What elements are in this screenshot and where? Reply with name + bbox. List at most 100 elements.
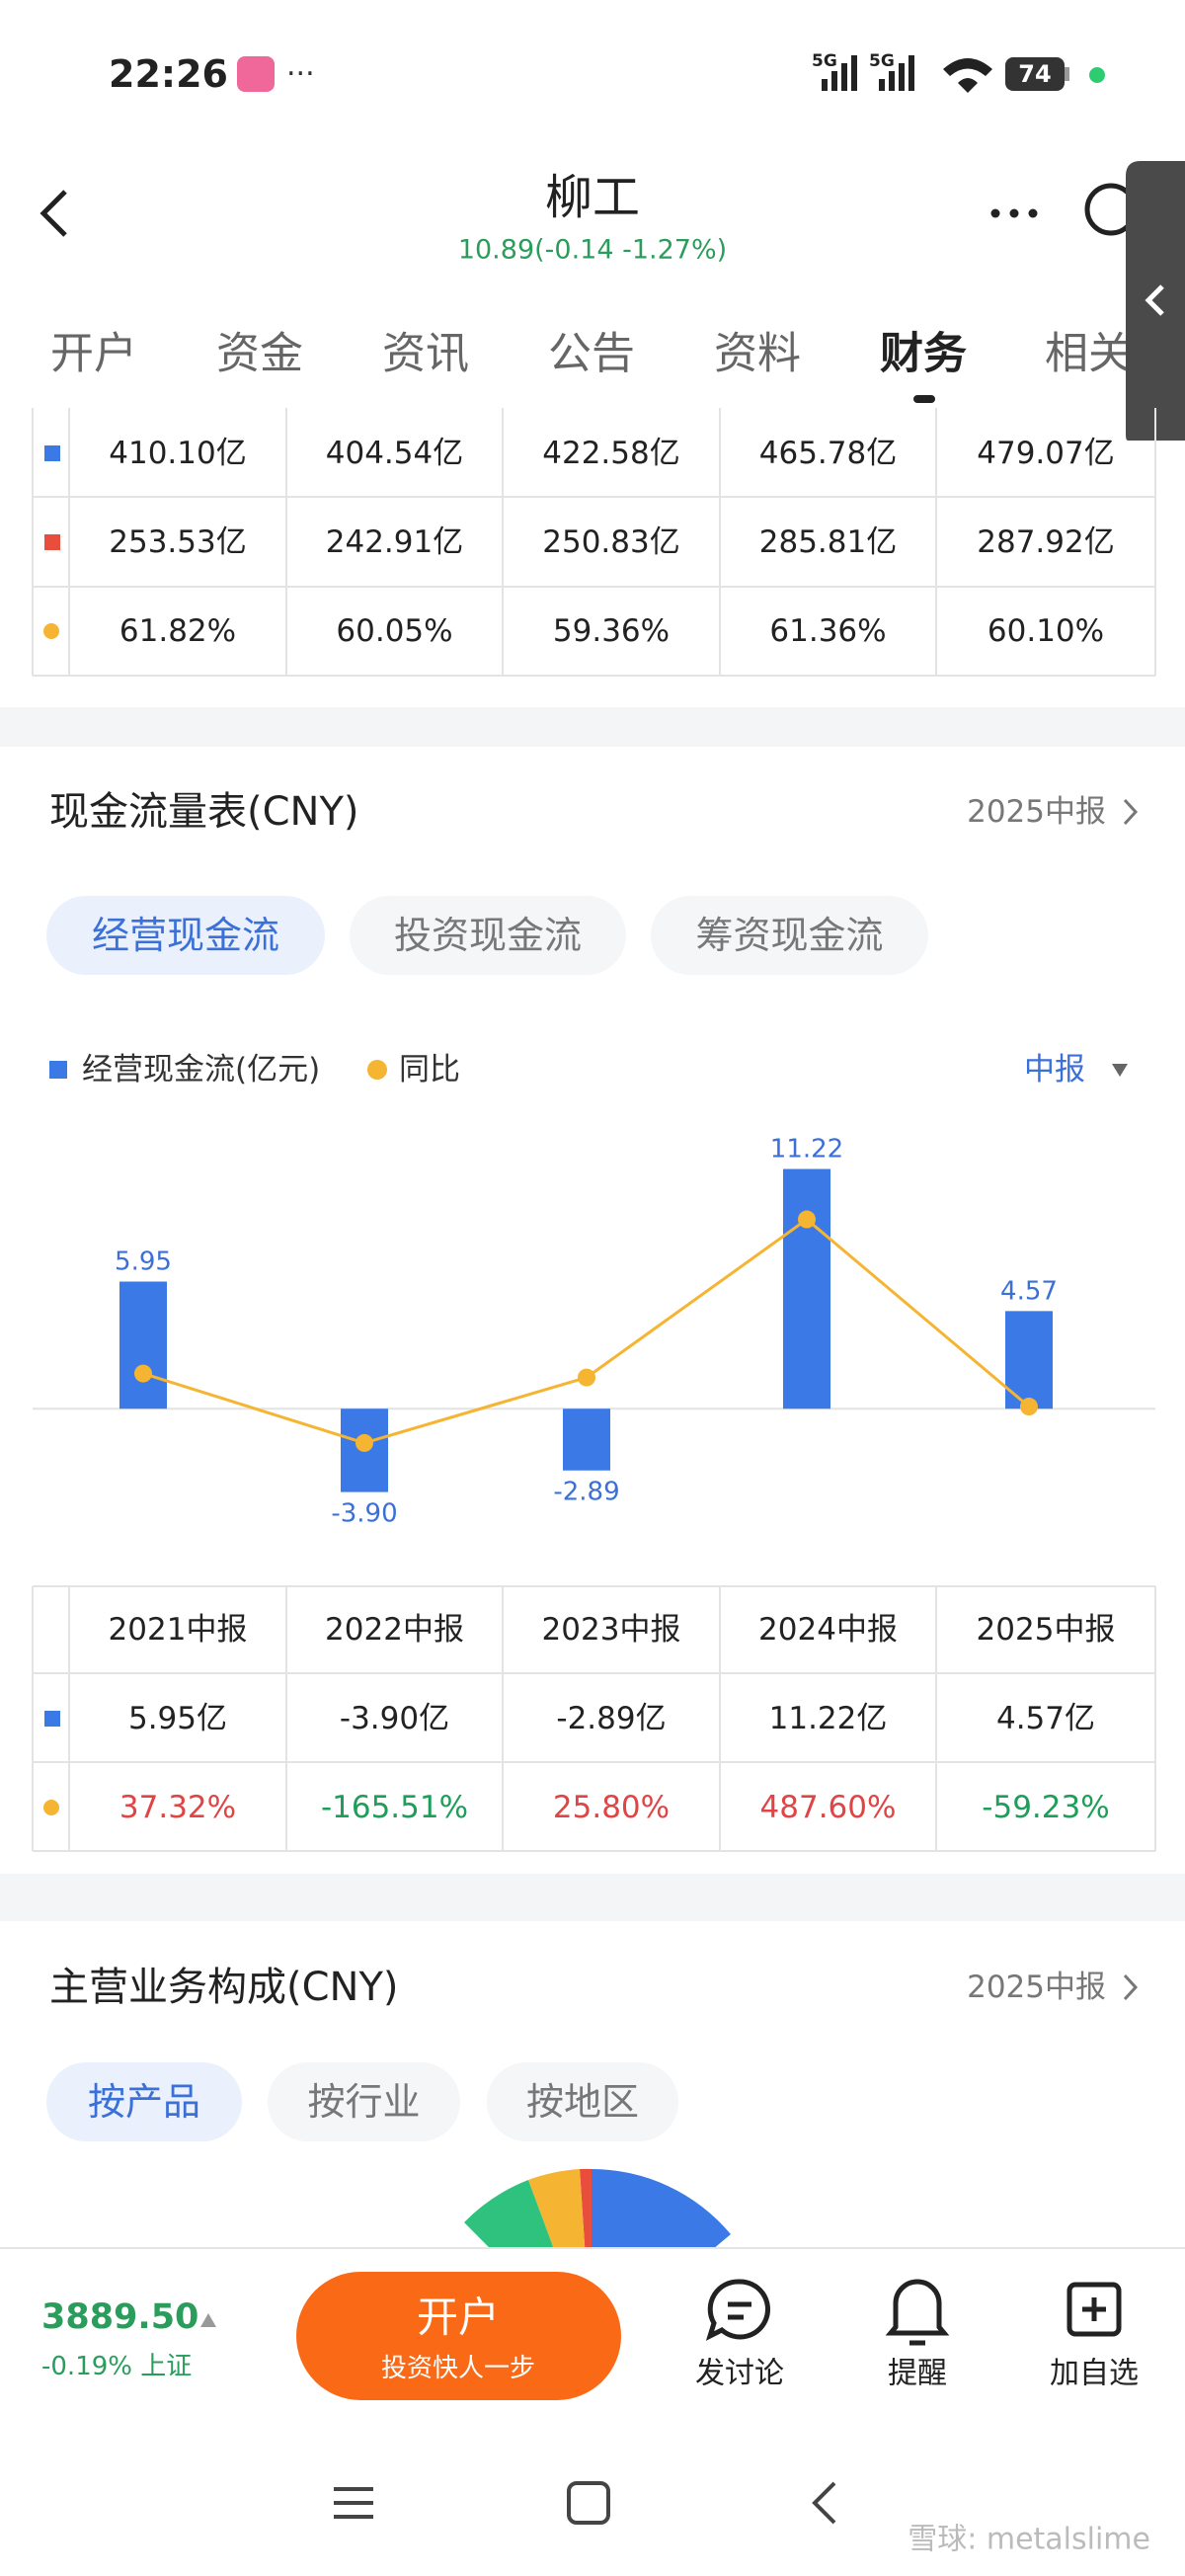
- nav-back[interactable]: [812, 2481, 836, 2525]
- table-cell: -59.23%: [982, 1790, 1109, 1825]
- table-cell: 285.81亿: [759, 524, 897, 560]
- battery-level: 74: [1018, 60, 1051, 88]
- watermark: 雪球: metalslime: [908, 2523, 1150, 2557]
- table-cell: 422.58亿: [542, 436, 679, 471]
- table-cell: 250.83亿: [542, 524, 679, 560]
- period-selector[interactable]: 中报: [1024, 1052, 1085, 1087]
- pill-tab[interactable]: [487, 2062, 678, 2141]
- table-header: 2025中报: [977, 1612, 1116, 1648]
- pill-tab-label: 按行业: [307, 2080, 420, 2124]
- wifi-icon: [943, 58, 992, 93]
- bar: [783, 1168, 830, 1409]
- line-point: [578, 1368, 595, 1387]
- section-title: 主营业务构成(CNY): [49, 1965, 399, 2010]
- row-marker: [44, 1711, 60, 1727]
- table-cell: 61.82%: [119, 613, 236, 649]
- more-icon: ···: [286, 57, 315, 92]
- discuss-icon[interactable]: [705, 2279, 770, 2341]
- pill-tab[interactable]: [46, 896, 325, 975]
- pill-tab[interactable]: [46, 2062, 242, 2141]
- pill-tab-label: 按地区: [526, 2080, 639, 2124]
- status-dot: [1089, 67, 1105, 83]
- table-cell: 60.05%: [336, 613, 452, 649]
- index-value: 3889.50: [41, 2297, 198, 2337]
- table-cell: 25.80%: [553, 1790, 670, 1825]
- side-panel-arrow: [1145, 284, 1164, 316]
- line-point: [134, 1364, 152, 1383]
- battery-tip: [1065, 67, 1069, 81]
- index-arrow: [200, 2313, 216, 2327]
- more-menu[interactable]: [990, 208, 1038, 218]
- button-subtitle: 投资快人一步: [381, 2354, 535, 2383]
- data-label: 4.57: [1000, 1276, 1058, 1306]
- table-cell: -3.90亿: [340, 1701, 449, 1736]
- pill-tab-label: 按产品: [88, 2080, 200, 2124]
- signal-icon: [879, 55, 914, 91]
- line-point: [798, 1210, 816, 1229]
- data-label: 5.95: [115, 1248, 172, 1277]
- table-header: 2024中报: [758, 1612, 898, 1648]
- table-header: 2021中报: [109, 1612, 248, 1648]
- section-gap: [0, 707, 1185, 747]
- clock: 22:26: [109, 52, 228, 96]
- row-marker: [44, 534, 60, 550]
- stock-name: 柳工: [545, 170, 640, 225]
- signal-icon: [822, 55, 857, 91]
- row-marker: [43, 1800, 59, 1815]
- tab[interactable]: 财务: [880, 329, 967, 379]
- open-account-button[interactable]: [296, 2272, 621, 2400]
- tab[interactable]: 资料: [714, 329, 801, 379]
- table-cell: 5.95亿: [128, 1701, 227, 1736]
- nav-home[interactable]: [567, 2481, 610, 2525]
- button-label: 开户: [417, 2294, 500, 2342]
- pill-tab[interactable]: [268, 2062, 460, 2141]
- tab[interactable]: 相关: [1045, 329, 1132, 379]
- table-cell: 37.32%: [119, 1790, 236, 1825]
- period-link[interactable]: 2025中报: [967, 794, 1106, 830]
- table-cell: 253.53亿: [109, 524, 246, 560]
- battery: [1005, 57, 1065, 91]
- line-point: [356, 1433, 373, 1452]
- table-cell: 410.10亿: [109, 436, 246, 471]
- tab[interactable]: 资金: [216, 329, 303, 379]
- action-label[interactable]: 加自选: [1050, 2357, 1139, 2391]
- tab[interactable]: 开户: [50, 329, 137, 379]
- back-button[interactable]: [40, 190, 67, 237]
- action-label[interactable]: 提醒: [888, 2357, 947, 2391]
- bar: [119, 1281, 167, 1409]
- chevron: [1123, 1973, 1139, 2001]
- action-label[interactable]: 发讨论: [695, 2357, 784, 2391]
- table-header: 2022中报: [325, 1612, 464, 1648]
- tab[interactable]: 公告: [548, 329, 635, 379]
- table-cell: 61.36%: [769, 613, 886, 649]
- pill-tab-label: 经营现金流: [92, 914, 279, 957]
- legend-label: 经营现金流(亿元): [82, 1052, 320, 1087]
- pill-tab[interactable]: [651, 896, 928, 975]
- table-cell: 242.91亿: [326, 524, 463, 560]
- tab[interactable]: 资讯: [382, 329, 469, 379]
- table-cell: 404.54亿: [326, 436, 463, 471]
- dropdown-arrow[interactable]: [1112, 1064, 1128, 1077]
- add-watchlist-icon[interactable]: [1066, 2282, 1122, 2337]
- data-label: 11.22: [770, 1135, 843, 1165]
- bell-icon[interactable]: [885, 2279, 950, 2346]
- table-cell: 59.36%: [553, 613, 670, 649]
- period-link[interactable]: 2025中报: [967, 1970, 1106, 2005]
- network-label: 5G: [869, 51, 895, 71]
- tab-indicator: [913, 395, 935, 403]
- table-cell: 465.78亿: [759, 436, 897, 471]
- data-label: -3.90: [331, 1499, 397, 1529]
- legend-swatch: [367, 1060, 387, 1080]
- table-cell: -2.89亿: [556, 1701, 666, 1736]
- side-panel-button[interactable]: [1126, 161, 1185, 441]
- pill-tab-label: 筹资现金流: [695, 914, 883, 957]
- section-title: 现金流量表(CNY): [49, 789, 359, 835]
- table-cell: 487.60%: [760, 1790, 897, 1825]
- pill-tab[interactable]: [350, 896, 626, 975]
- legend-swatch: [49, 1061, 67, 1079]
- nav-menu[interactable]: [334, 2487, 373, 2519]
- row-marker: [44, 445, 60, 461]
- index-change: -0.19% 上证: [41, 2352, 192, 2381]
- table-cell: 287.92亿: [977, 524, 1114, 560]
- legend-label: 同比: [399, 1052, 460, 1087]
